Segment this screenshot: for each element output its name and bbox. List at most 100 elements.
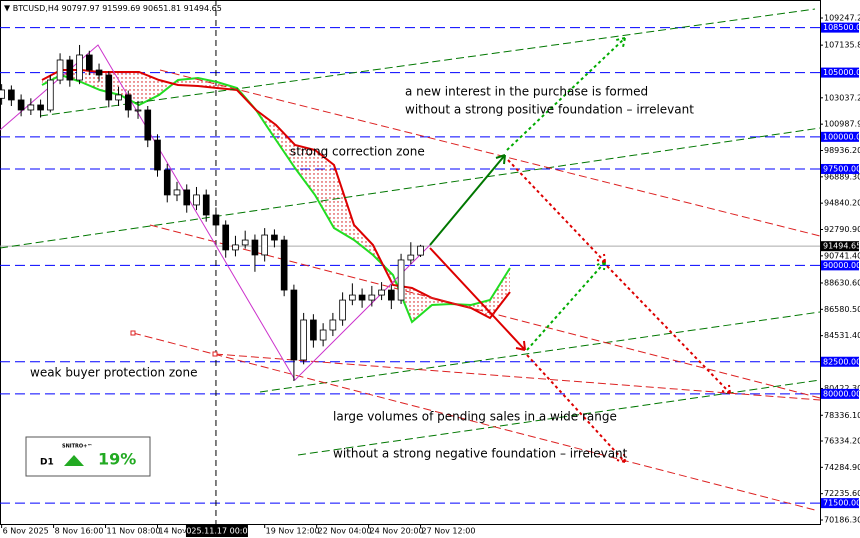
level-label: 97500.00 — [823, 164, 860, 173]
level-box — [821, 67, 859, 78]
candle-body — [417, 245, 424, 256]
x-tick-label: 27 Nov 12:00 — [422, 527, 476, 536]
candle-body — [251, 239, 259, 256]
y-tick-label: 74284.90 — [824, 463, 860, 472]
widget-brand: SNITRO+™ — [62, 444, 92, 450]
candle-body — [202, 194, 210, 216]
widget: D1 SNITRO+™ 19% — [25, 436, 151, 477]
candle-body — [154, 139, 161, 171]
crosshair-box — [185, 525, 248, 537]
arrow — [506, 37, 626, 151]
candle-body — [134, 109, 142, 112]
candle-body — [407, 254, 415, 261]
y-tick-label: 80422.30 — [824, 384, 860, 393]
candle-body — [310, 319, 317, 341]
y-tick-label: 107135.80 — [824, 41, 860, 50]
candle-body — [95, 69, 103, 76]
y-tick-label: 96889.30 — [824, 172, 860, 181]
arrow — [526, 354, 626, 463]
arrow — [507, 159, 606, 263]
trend-line — [214, 353, 821, 401]
close: 91494.65 — [184, 4, 222, 13]
level-label: 80000.00 — [823, 389, 860, 398]
x-tick-label: 8 Nov 16:00 — [55, 527, 104, 536]
candle-body — [85, 54, 93, 71]
candle-body — [124, 94, 132, 111]
level-box — [821, 260, 859, 271]
candle-body — [163, 169, 171, 196]
arrow — [606, 265, 731, 394]
candle-body — [339, 299, 346, 321]
x-tick-label: 22 Nov 04:00 — [318, 527, 372, 536]
high: 91599.69 — [102, 4, 140, 13]
candle-body — [349, 294, 356, 301]
candle-body — [368, 294, 376, 301]
open: 90797.97 — [61, 4, 99, 13]
candle-body — [76, 54, 83, 81]
candle-body — [173, 189, 181, 196]
y-tick-label: 78336.10 — [824, 411, 860, 420]
y-tick-label: 109247.20 — [824, 14, 860, 23]
candle-body — [300, 319, 307, 361]
candle-body — [105, 74, 113, 101]
candle-body — [47, 79, 54, 111]
candle-body — [397, 259, 405, 301]
annotation: weak buyer protection zone — [30, 366, 198, 380]
candle-body — [66, 59, 74, 81]
candle-body — [241, 239, 249, 246]
candle-body — [37, 104, 44, 111]
candle-body — [17, 99, 25, 111]
candle-body — [388, 289, 395, 301]
candle-body — [0, 89, 5, 99]
candle-body — [56, 59, 64, 81]
x-tick-label: 6 Nov 2025 — [3, 527, 49, 536]
y-tick-label: 98936.20 — [824, 146, 860, 155]
y-tick-label: 76334.20 — [824, 436, 860, 445]
annotation: without a strong positive foundation – i… — [405, 103, 694, 117]
widget-box — [25, 436, 151, 477]
trend-line — [297, 379, 821, 456]
candle-body — [329, 319, 337, 331]
y-tick-label: 84531.40 — [824, 331, 860, 340]
candle-body — [27, 104, 35, 111]
level-box — [821, 356, 859, 367]
candle-body — [280, 239, 288, 291]
candle-body — [271, 234, 278, 241]
y-tick-label: 92790.90 — [824, 225, 860, 234]
candle-body — [115, 94, 122, 101]
anchor — [212, 351, 218, 357]
candle-body — [232, 244, 239, 251]
trend-line — [159, 69, 821, 237]
candle-body — [8, 89, 15, 101]
widget-timeframe: D1 — [40, 458, 54, 468]
x-tick-label: 14 Nov 00:00 — [159, 527, 213, 536]
price-box — [821, 241, 859, 252]
level-box — [821, 131, 859, 142]
candle-body — [319, 329, 327, 341]
candle-body — [193, 194, 200, 206]
level-label: 82500.00 — [823, 357, 860, 366]
forecast-arrows — [429, 37, 731, 463]
x-tick-label: 19 Nov 12:00 — [266, 527, 320, 536]
candle-body — [212, 214, 220, 226]
annotation: strong correction zone — [290, 145, 425, 159]
y-tick-label: 90741.40 — [824, 251, 860, 260]
crosshair-label: 2025.11.17 00:00 — [181, 527, 252, 536]
level-label: 90000.00 — [823, 261, 860, 270]
level-box — [821, 498, 859, 509]
arrow — [429, 154, 506, 246]
y-tick-label: 86580.50 — [824, 305, 860, 314]
x-tick-label: 24 Nov 20:00 — [370, 527, 424, 536]
trend-line — [259, 311, 821, 393]
candle-body — [144, 109, 152, 141]
price-label: 91494.65 — [823, 242, 860, 251]
trend-line — [0, 127, 821, 249]
up-icon — [64, 455, 84, 466]
annotation: large volumes of pending sales in a wide… — [333, 410, 617, 424]
y-tick-label: 94840.20 — [824, 199, 860, 208]
arrow — [429, 247, 526, 351]
level-label: 71500.00 — [823, 499, 860, 508]
y-tick-label: 103037.20 — [824, 93, 860, 102]
y-tick-label: 100987.90 — [824, 120, 860, 129]
